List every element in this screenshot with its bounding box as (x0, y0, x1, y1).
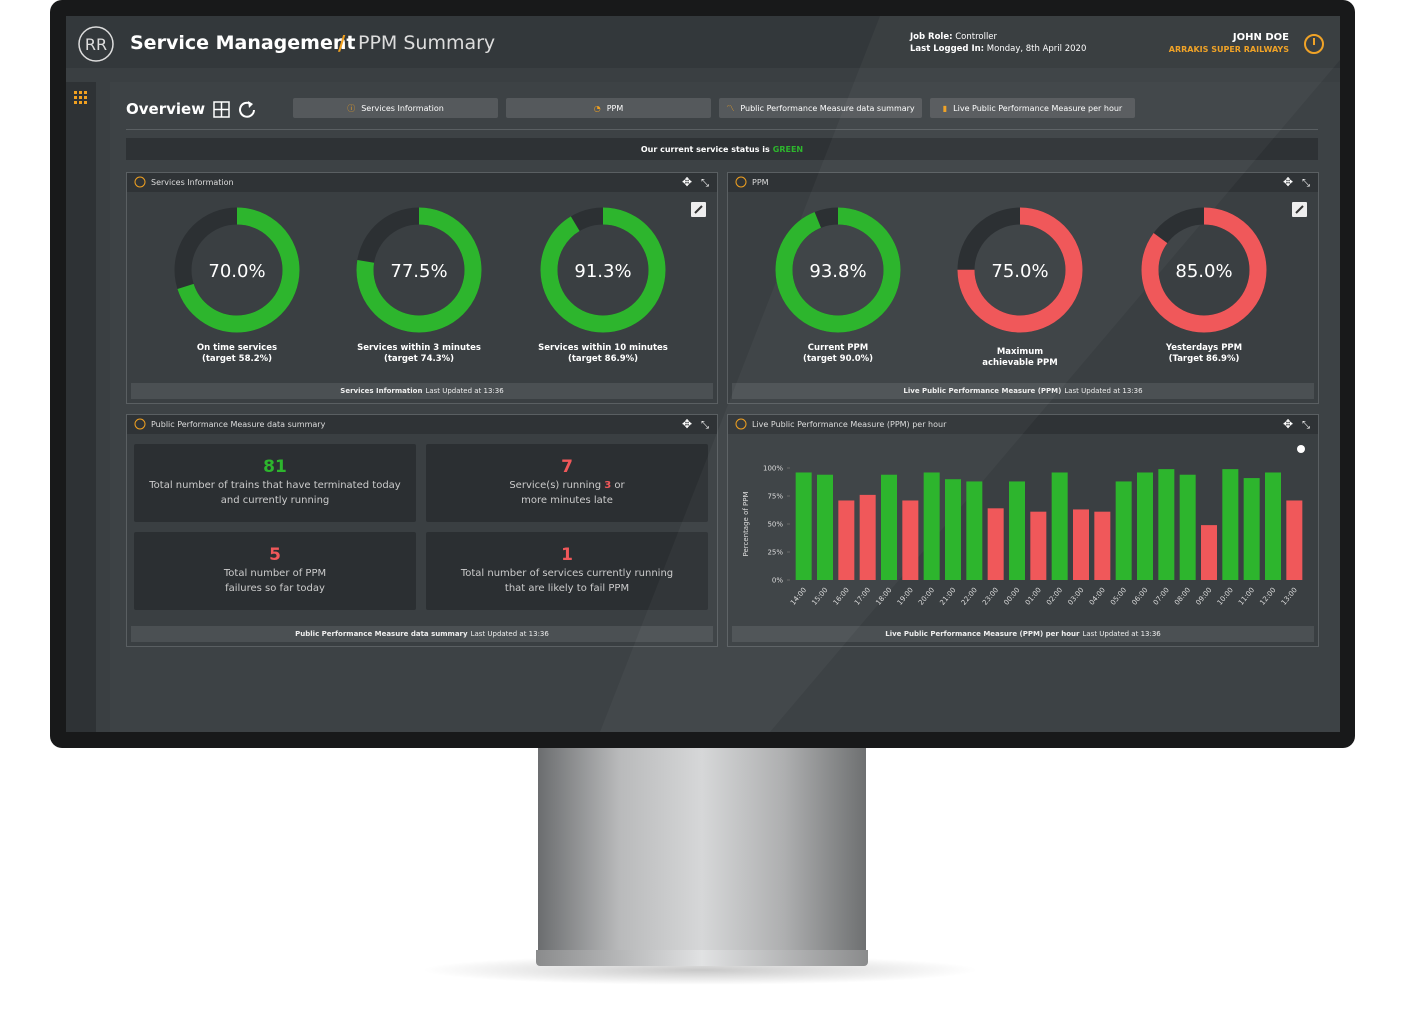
power-button[interactable] (1303, 33, 1325, 55)
app-title: Service Management (130, 32, 356, 54)
panel-footer: Live Public Performance Measure (PPM) pe… (732, 626, 1314, 642)
status-text: Our current service status is (640, 144, 770, 154)
monitor-stand (538, 748, 866, 952)
label: Last Logged In: (910, 44, 985, 54)
summary-value: 7 (561, 457, 573, 477)
company: ARRAKIS SUPER RAILWAYS (1168, 45, 1289, 54)
status-banner: Our current service status is GREEN (126, 138, 1318, 160)
footer-bold: Live Public Performance Measure (PPM) pe… (885, 630, 1080, 638)
donut-subtitle: (target 58.2%) (201, 354, 273, 364)
donut-title: Yesterdays PPM (1165, 343, 1243, 353)
job-role: Job Role: Controller (910, 32, 997, 42)
footer-text: Last Updated at 13:36 (425, 387, 504, 395)
label: Job Role: (910, 32, 953, 42)
panel-title: Live Public Performance Measure (PPM) pe… (728, 415, 1318, 434)
summary-card: 7 Service(s) running 3 or more minutes la… (426, 444, 708, 522)
summary-text: or more minutes late (521, 480, 625, 506)
summary-card: 5 Total number of PPM failures so far tod… (134, 532, 416, 610)
panel-footer: Services Information Last Updated at 13:3… (131, 383, 713, 399)
donut-title: Maximum achievable PPM (982, 347, 1058, 368)
title-separator: / (338, 31, 346, 55)
panel: Services Information Services Information… (126, 172, 718, 404)
donut-title: Current PPM (807, 343, 869, 353)
tab-label: PPM (606, 103, 624, 113)
panel: Live Public Performance Measure (PPM) pe… (727, 414, 1319, 647)
donut-title: Services within 3 minutes (357, 343, 481, 353)
sidebar (66, 82, 96, 732)
summary-value: 5 (269, 545, 281, 565)
footer-bold: Public Performance Measure data summary (295, 630, 468, 638)
summary-value: 81 (263, 457, 287, 477)
header-bar (66, 16, 1340, 68)
summary-value: 1 (561, 545, 573, 565)
footer-text: Last Updated at 13:36 (470, 630, 549, 638)
panel-title: PPM (728, 173, 1318, 192)
summary-text: Total number of PPM failures so far toda… (223, 568, 327, 594)
divider (126, 129, 1318, 130)
footer-text: Last Updated at 13:36 (1064, 387, 1143, 395)
summary-text: Total number of services currently runni… (460, 568, 674, 594)
donut-subtitle: (target 90.0%) (802, 354, 874, 364)
footer-bold: Live Public Performance Measure (PPM) (903, 387, 1062, 395)
svg-text:RR: RR (85, 35, 107, 54)
apps-icon[interactable] (74, 91, 88, 105)
donut-subtitle: (Target 86.9%) (1168, 354, 1240, 364)
summary-card: 1 Total number of services currently runn… (426, 532, 708, 610)
donut-subtitle: (target 74.3%) (383, 354, 455, 364)
panel-title: Services Information (127, 173, 717, 192)
summary-text: Total number of trains that have termina… (149, 480, 401, 506)
donut-title: On time services (196, 343, 278, 353)
last-login: Last Logged In: Monday, 8th April 2020 (910, 44, 1086, 54)
tab-label: Live Public Performance Measure per hour (953, 103, 1123, 113)
tab[interactable]: ▮ Live Public Performance Measure per hou… (930, 98, 1135, 118)
donut-subtitle: (target 86.9%) (567, 354, 639, 364)
panel-footer: Live Public Performance Measure (PPM) Las… (732, 383, 1314, 399)
monitor-base (536, 950, 868, 966)
tab-label: Services Information (361, 103, 444, 113)
value: Controller (955, 32, 998, 42)
tab-label: Public Performance Measure data summary (740, 103, 915, 113)
panel: PPM Live Public Performance Measure (PPM)… (727, 172, 1319, 404)
tab[interactable]: ⓘ Services Information (293, 98, 498, 118)
tab[interactable]: ◔ PPM (506, 98, 711, 118)
logo: RR (78, 26, 114, 62)
summary-card: 81 Total number of trains that have termi… (134, 444, 416, 522)
summary-text: Service(s) running (509, 480, 602, 491)
toolbar-icons[interactable] (212, 100, 260, 120)
panel-footer: Public Performance Measure data summary L… (131, 626, 713, 642)
status-value: GREEN (772, 144, 804, 154)
summary-highlight: 3 (604, 480, 612, 491)
user-name: JOHN DOE (1232, 32, 1289, 43)
value: Monday, 8th April 2020 (986, 44, 1087, 54)
overview-title: Overview (126, 100, 206, 118)
tab[interactable]: 〽 Public Performance Measure data summary (719, 98, 922, 118)
footer-text: Last Updated at 13:36 (1082, 630, 1161, 638)
panel-title: Public Performance Measure data summary (127, 415, 717, 434)
footer-bold: Services Information (340, 387, 423, 395)
page-subtitle: PPM Summary (358, 32, 496, 54)
donut-title: Services within 10 minutes (538, 343, 668, 353)
